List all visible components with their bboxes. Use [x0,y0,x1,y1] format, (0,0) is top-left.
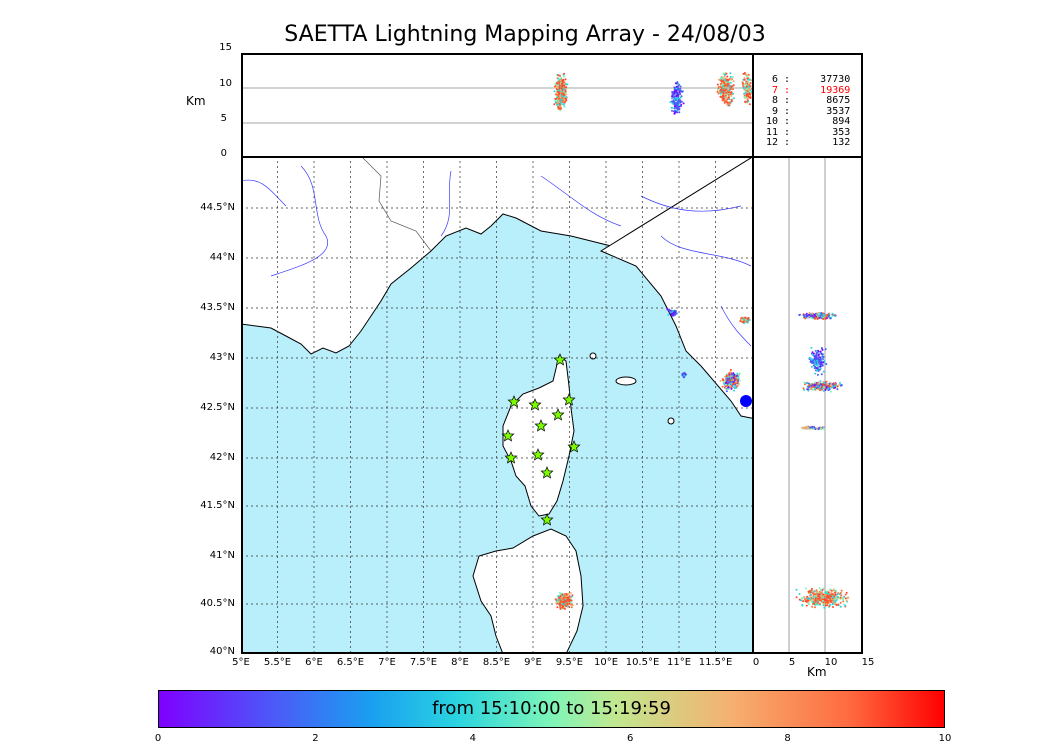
latitude-label: 42.5°N [200,402,235,413]
right-xtick: 10 [824,657,838,668]
station-marker [501,429,515,442]
longitude-label: 9°E [524,657,542,668]
station-count-row: 7 : 19369 [766,84,851,96]
longitude-label: 8°E [451,657,469,668]
latitude-label: 41.5°N [200,500,235,511]
top-ytick: 15 [219,42,232,53]
station-count-box [752,53,863,158]
longitude-label: 5°E [232,657,250,668]
sardinia [472,528,584,652]
time-colorbar [158,690,945,728]
top-ytick: 0 [220,148,227,159]
longitude-label: 11.5°E [698,657,733,668]
station-count-row: 9 : 3537 [766,105,851,117]
station-marker [540,513,554,526]
mainland-italy [599,158,752,419]
colorbar-tick: 2 [312,733,319,744]
station-count-row: 10 : 894 [766,116,851,127]
station-count-row: 11 : 353 [766,126,851,138]
longitude-label: 9.5°E [555,657,584,668]
station-marker [534,419,548,432]
latitude-label: 44.5°N [200,202,235,213]
station-count-table: 6 : 37730 7 : 19369 8 : 8675 9 : 3537 10 … [766,74,851,149]
colorbar-tick: 0 [154,733,162,744]
station-marker [540,466,554,479]
altitude-axis-label-right: Km [807,665,827,679]
station-marker [507,395,521,408]
station-marker [528,398,542,411]
latitude-label: 42°N [209,452,235,463]
right-xtick: 15 [861,657,875,668]
colorbar-tick: 8 [784,733,791,744]
station-count-row: 12 : 132 [766,137,851,148]
map-panel [241,156,754,654]
station-marker [562,393,576,406]
colorbar-label: from 15:10:00 to 15:19:59 [432,698,671,719]
right-xtick: 0 [752,657,760,668]
station-marker [567,440,581,453]
right-xtick: 5 [788,657,796,668]
colorbar-tick: 10 [938,733,952,744]
altitude-latitude-panel [752,156,863,654]
latitude-label: 40°N [209,646,235,657]
top-ytick: 5 [220,113,227,124]
colorbar-tick: 4 [469,733,476,744]
latitude-label: 44°N [209,252,235,263]
longitude-label: 10°E [593,657,619,668]
longitude-label: 5.5°E [263,657,292,668]
longitude-label: 7°E [378,657,396,668]
latitude-label: 40.5°N [200,598,235,609]
longitude-label: 8.5°E [482,657,511,668]
station-count-row: 6 : 37730 [766,74,851,85]
latitude-label: 43°N [209,352,235,363]
altitude-axis-label: Km [186,94,206,108]
longitude-label: 6.5°E [336,657,365,668]
top-ytick: 10 [219,78,232,89]
longitude-label: 10.5°E [625,657,660,668]
station-count-row: 8 : 8675 [766,95,851,106]
longitude-label: 7.5°E [409,657,438,668]
station-marker [531,448,545,461]
station-marker [551,408,565,421]
station-marker [504,451,518,464]
latitude-label: 43.5°N [200,302,235,313]
colorbar-tick: 6 [627,733,634,744]
longitude-label: 11°E [666,657,692,668]
map-title: SAETTA Lightning Mapping Array - 24/08/0… [284,22,766,47]
longitude-label: 6°E [305,657,323,668]
altitude-longitude-panel [241,53,754,158]
station-marker [553,353,567,366]
latitude-label: 41°N [209,550,235,561]
